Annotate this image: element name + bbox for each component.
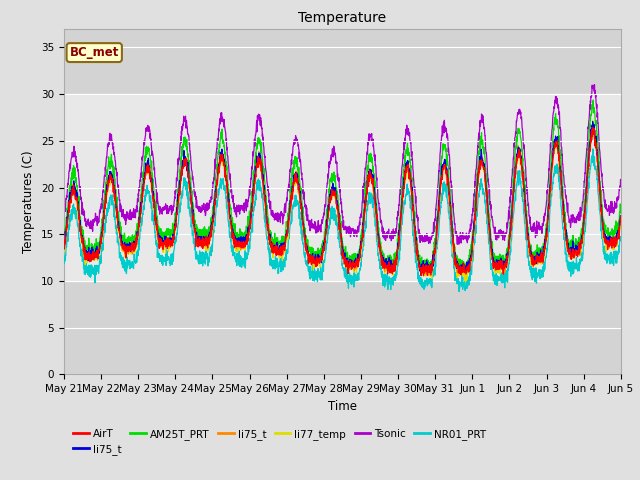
Title: Temperature: Temperature xyxy=(298,11,387,25)
Legend: AirT, li75_t, AM25T_PRT, li75_t, li77_temp, Tsonic, NR01_PRT: AirT, li75_t, AM25T_PRT, li75_t, li77_te… xyxy=(69,424,490,459)
Y-axis label: Temperatures (C): Temperatures (C) xyxy=(22,150,35,253)
X-axis label: Time: Time xyxy=(328,400,357,413)
Bar xyxy=(64,94,621,281)
Text: BC_met: BC_met xyxy=(70,46,119,59)
